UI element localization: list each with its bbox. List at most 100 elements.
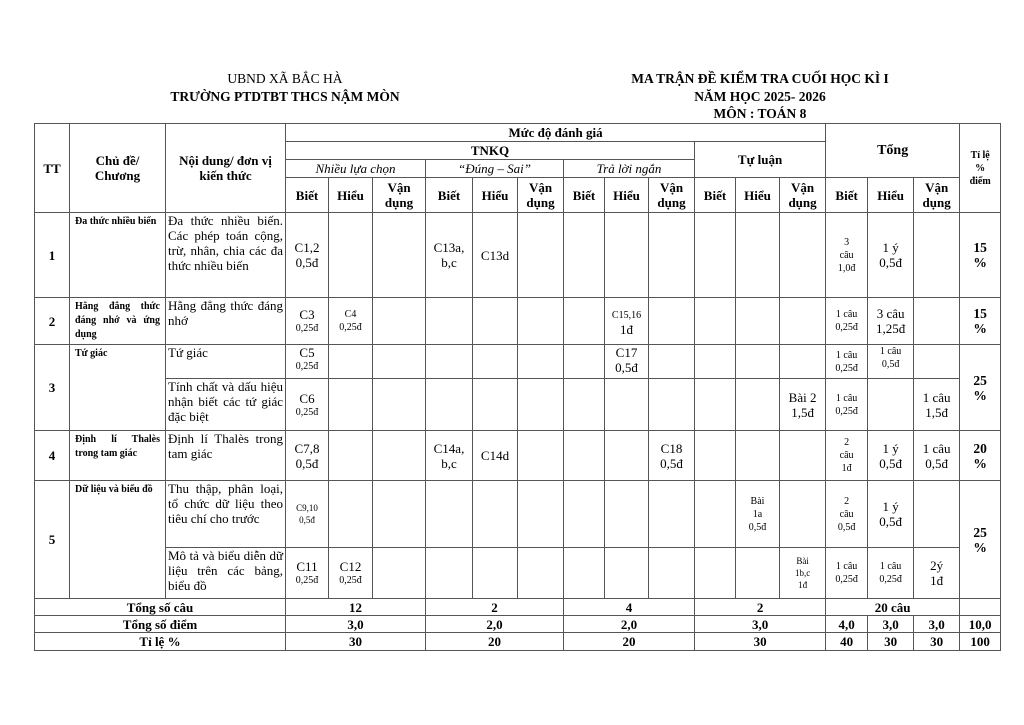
table-cell [472, 297, 518, 345]
table-cell: Đa thức nhiều biến [69, 212, 166, 298]
table-cell: 15 % [959, 212, 1002, 298]
cell-text: 25 % [973, 372, 987, 403]
table-cell [778, 480, 827, 548]
table-cell [959, 598, 1002, 616]
cell-text: 5 [48, 532, 56, 547]
table-cell: Bài 2 1,5đ [778, 378, 827, 431]
table-cell [913, 212, 961, 298]
cell-text: 3,0 [751, 616, 769, 632]
table-cell: C17 0,5đ [604, 344, 649, 379]
subject: MÔN : TOÁN 8 [713, 106, 807, 121]
table-cell [735, 378, 780, 431]
table-cell: C13a, b,c [425, 212, 473, 298]
level-understand: Hiểu [735, 177, 780, 213]
table-cell: C12 0,25đ [328, 547, 373, 599]
cell-text: 10,0 [968, 616, 992, 632]
table-cell [604, 430, 649, 481]
cell-text: 1 câu 0,5đ [922, 440, 951, 471]
table-cell [694, 212, 736, 298]
table-cell: Hằng đẳng thức đáng nhớ [165, 297, 286, 345]
table-cell: C11 0,25đ [285, 547, 329, 599]
table-cell [517, 297, 564, 345]
table-cell: 1 ý 0,5đ [867, 480, 915, 548]
table-cell: 20 [563, 632, 695, 651]
table-row: 4 Định lí Thalès trong tam giác Định lí Th… [34, 430, 1002, 481]
table-cell: 2,0 [563, 615, 695, 633]
table-cell [604, 212, 649, 298]
table-cell: Tứ giác [165, 344, 286, 379]
table-cell: 4 [563, 598, 695, 616]
cell-text: 1 câu 0,5đ [879, 346, 902, 370]
col-ratio: Tỉ lệ % điểm [959, 123, 1002, 213]
cell-text: 1 câu 0,25đ [835, 349, 858, 374]
table-cell [328, 344, 373, 379]
table-cell: C4 0,25đ [328, 297, 373, 345]
cell-text: Tính chất và dấu hiệu nhận biết các tứ g… [168, 379, 283, 425]
level-know: Biết [563, 177, 605, 213]
cell-text: 1 [48, 247, 56, 263]
col-tt: TT [34, 123, 70, 213]
cell-text: 12 [349, 599, 362, 615]
cell-text: C18 0,5đ [660, 440, 683, 471]
cell-text: 15 % [973, 306, 987, 336]
cell-text: C11 [296, 559, 318, 574]
table-cell: 3 [34, 344, 70, 431]
table-cell [372, 430, 426, 481]
table-cell [604, 547, 649, 599]
cell-text: 40 [840, 634, 854, 649]
cell-text: C3 [299, 307, 315, 322]
cell-text: 2,0 [486, 616, 503, 632]
exam-matrix-table: TT Chủ đề/ Chương Nội dung/ đơn vị kiến … [34, 123, 1002, 651]
table-row: 5 Dữ liệu và biểu đồ Thu thập, phân loại, … [34, 480, 1002, 599]
table-row: 1 Đa thức nhiều biến Đa thức nhiều biến. C… [34, 212, 1002, 298]
level-understand: Hiểu [328, 177, 373, 213]
table-cell [372, 480, 426, 548]
level-know: Biết [285, 177, 329, 213]
cell-text: 2 câu 0,5đ [837, 495, 856, 533]
table-cell [563, 547, 605, 599]
cell-text: 4,0 [838, 616, 855, 632]
cell-text: C6 [299, 390, 315, 406]
cell-text: 3,0 [882, 616, 899, 632]
document-title-block: MA TRẬN ĐỀ KIỂM TRA CUỐI HỌC KÌ I NĂM HỌ… [590, 70, 930, 123]
cell-points: 1đ [620, 321, 633, 337]
table-cell [913, 344, 961, 379]
table-cell: 3,0 [913, 615, 961, 633]
table-cell: 2 [34, 297, 70, 345]
cell-text: C17 0,5đ [615, 345, 638, 376]
cell-text: 3,0 [347, 616, 364, 632]
cell-text: Đa thức nhiều biến [75, 216, 157, 227]
cell-text: 2 [48, 313, 56, 329]
cell-text: 20 câu [874, 599, 911, 615]
table-cell: 1 câu 0,25đ [825, 344, 869, 379]
table-cell [735, 547, 780, 599]
cell-text: 100 [970, 634, 990, 649]
table-row: Tính chất và dấu hiệu nhận biết các tứ g… [35, 378, 1001, 431]
table-cell [648, 480, 695, 548]
table-cell [694, 430, 736, 481]
table-cell [604, 480, 649, 548]
cell-points: 0,25đ [295, 406, 319, 418]
cell-text: 1 câu 0,25đ [835, 561, 858, 585]
table-cell: 3 câu 1,0đ [825, 212, 869, 298]
table-cell: 3,0 [693, 615, 827, 633]
table-cell: Bài 1a 0,5đ [735, 480, 780, 548]
school-year: NĂM HỌC 2025- 2026 [694, 88, 826, 104]
table-cell: C5 0,25đ [285, 344, 329, 379]
cell-text: Mô tả và biểu diễn dữ liệu trên các bảng… [168, 548, 283, 594]
col-content: Nội dung/ đơn vị kiến thức [165, 123, 286, 213]
table-cell [778, 297, 827, 345]
level-know: Biết [425, 177, 473, 213]
table-row: Mô tả và biểu diễn dữ liệu trên các bảng… [35, 547, 1001, 599]
cell-text: 1 ý 0,5đ [879, 440, 902, 471]
table-cell [372, 547, 426, 599]
col-multiple-choice: Nhiều lựa chọn [285, 159, 426, 178]
cell-text: 3 câu 1,25đ [876, 306, 906, 336]
table-cell [372, 297, 426, 345]
table-cell [648, 547, 695, 599]
cell-text: 4 [48, 448, 56, 463]
cell-text: 30 [884, 634, 898, 649]
table-cell: 2 câu 0,5đ [825, 480, 869, 548]
table-cell [372, 212, 426, 298]
cell-text: Định lí Thalès trong tam giác [75, 434, 160, 459]
